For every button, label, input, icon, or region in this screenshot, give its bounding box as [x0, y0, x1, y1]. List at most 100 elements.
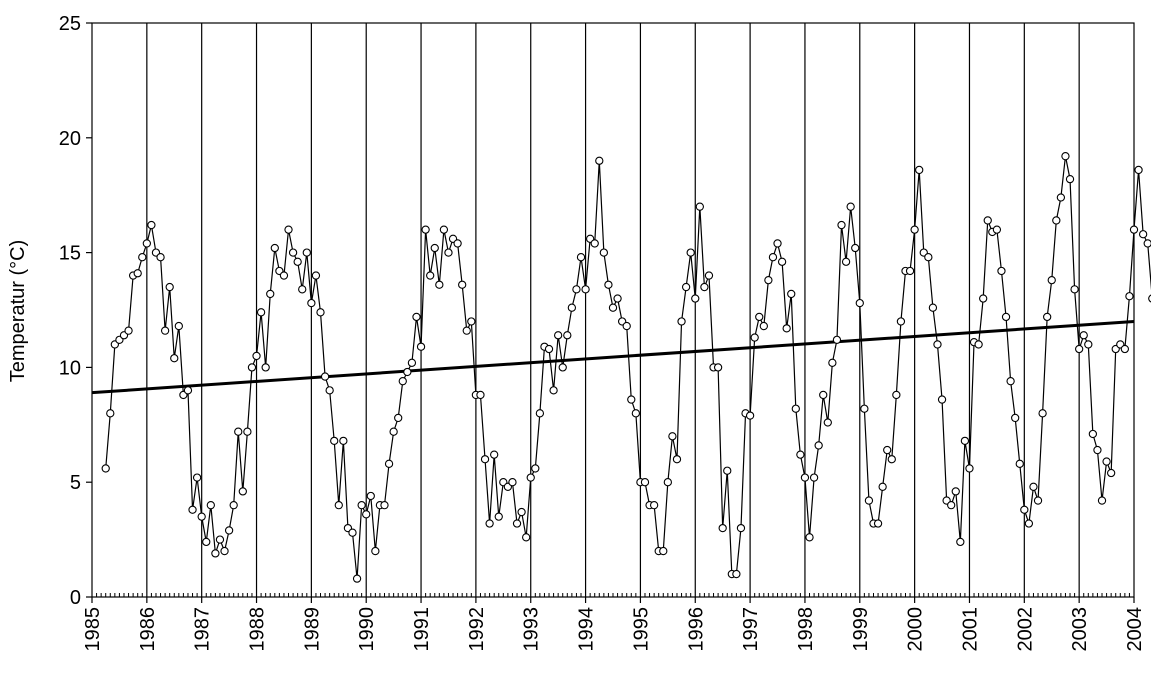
data-point	[270, 243, 279, 253]
data-point	[389, 427, 398, 436]
data-point	[787, 289, 796, 299]
data-point	[951, 487, 960, 496]
data-point	[512, 519, 522, 528]
data-point	[887, 455, 896, 464]
data-point	[1038, 409, 1047, 418]
data-point	[215, 535, 225, 544]
data-point	[567, 303, 577, 312]
data-point	[165, 282, 174, 292]
data-point	[133, 269, 142, 278]
data-point	[1088, 429, 1098, 439]
y-tick-label: 15	[59, 243, 81, 265]
data-point	[736, 523, 746, 533]
trend-line-group	[91, 319, 1135, 395]
data-point	[1006, 377, 1015, 386]
data-point	[1107, 468, 1116, 478]
x-tick-label: 1992	[466, 607, 488, 652]
data-point	[330, 436, 339, 446]
data-point	[732, 569, 741, 579]
data-point	[704, 271, 714, 280]
x-tick-label: 2002	[1014, 607, 1036, 652]
data-point	[1138, 230, 1148, 239]
x-tick-label: 1999	[850, 607, 872, 652]
x-tick-label: 1994	[576, 607, 598, 652]
x-tick-label: 2000	[905, 607, 927, 652]
data-point	[965, 464, 974, 473]
data-point	[170, 354, 179, 363]
data-point	[229, 501, 238, 510]
data-point	[947, 501, 956, 510]
data-point	[352, 574, 362, 583]
data-point	[403, 367, 412, 377]
data-point	[755, 312, 764, 322]
data-point	[416, 342, 426, 351]
data-point	[892, 390, 901, 400]
data-point	[234, 427, 243, 436]
data-point	[421, 225, 430, 234]
data-point	[206, 501, 215, 510]
data-point	[252, 351, 261, 361]
data-point	[832, 335, 842, 344]
y-tick-label: 0	[70, 587, 81, 609]
data-point	[933, 340, 942, 349]
data-point	[398, 377, 407, 386]
x-tick-label: 2004	[1124, 607, 1146, 652]
data-point	[924, 253, 933, 262]
data-point	[1125, 292, 1134, 301]
trend-line	[91, 319, 1135, 395]
data-point	[320, 372, 330, 381]
data-point	[864, 496, 874, 505]
data-point	[937, 395, 947, 404]
y-tick-label: 20	[59, 128, 81, 150]
data-point	[430, 243, 439, 253]
data-point	[1079, 331, 1088, 340]
data-point	[819, 390, 828, 400]
data-point	[490, 450, 499, 459]
data-point	[590, 239, 599, 248]
data-point	[649, 501, 659, 510]
data-point	[695, 202, 704, 211]
data-point	[293, 257, 302, 266]
data-point	[371, 546, 380, 556]
data-point	[444, 248, 453, 257]
y-tick-label: 5	[70, 472, 81, 494]
data-point	[604, 280, 613, 289]
x-tick-label: 1996	[685, 607, 707, 652]
data-point	[316, 308, 325, 317]
data-point	[974, 340, 983, 349]
data-point	[1097, 496, 1107, 505]
data-point	[266, 289, 275, 299]
data-point	[782, 324, 791, 333]
x-tick-label: 1985	[82, 607, 104, 652]
data-point	[677, 317, 686, 326]
data-point	[627, 395, 636, 404]
data-point	[1075, 344, 1084, 354]
data-point	[992, 225, 1002, 234]
data-point	[997, 266, 1006, 276]
data-point	[256, 308, 266, 317]
data-point	[800, 473, 810, 482]
data-point	[156, 253, 165, 262]
data-point	[1020, 505, 1029, 514]
y-axis-label: Temperatur (°C)	[7, 240, 29, 382]
data-point	[467, 317, 476, 326]
x-tick-label: 1986	[137, 607, 159, 652]
data-point	[288, 248, 298, 257]
x-tick-label: 1998	[795, 607, 817, 652]
data-point	[261, 363, 270, 372]
data-point	[325, 386, 334, 395]
data-point	[494, 512, 503, 521]
data-point	[307, 298, 316, 308]
data-point	[1065, 174, 1075, 184]
x-tick-label: 1993	[521, 607, 543, 652]
data-point	[764, 275, 773, 285]
data-point	[1070, 285, 1079, 294]
y-axis-ticks: 0 5 10 15 20 25	[59, 13, 92, 609]
data-point	[238, 487, 247, 496]
data-point	[745, 411, 755, 420]
data-point	[302, 248, 311, 257]
data-point	[485, 519, 494, 528]
data-point	[439, 225, 449, 234]
data-point	[860, 404, 869, 413]
